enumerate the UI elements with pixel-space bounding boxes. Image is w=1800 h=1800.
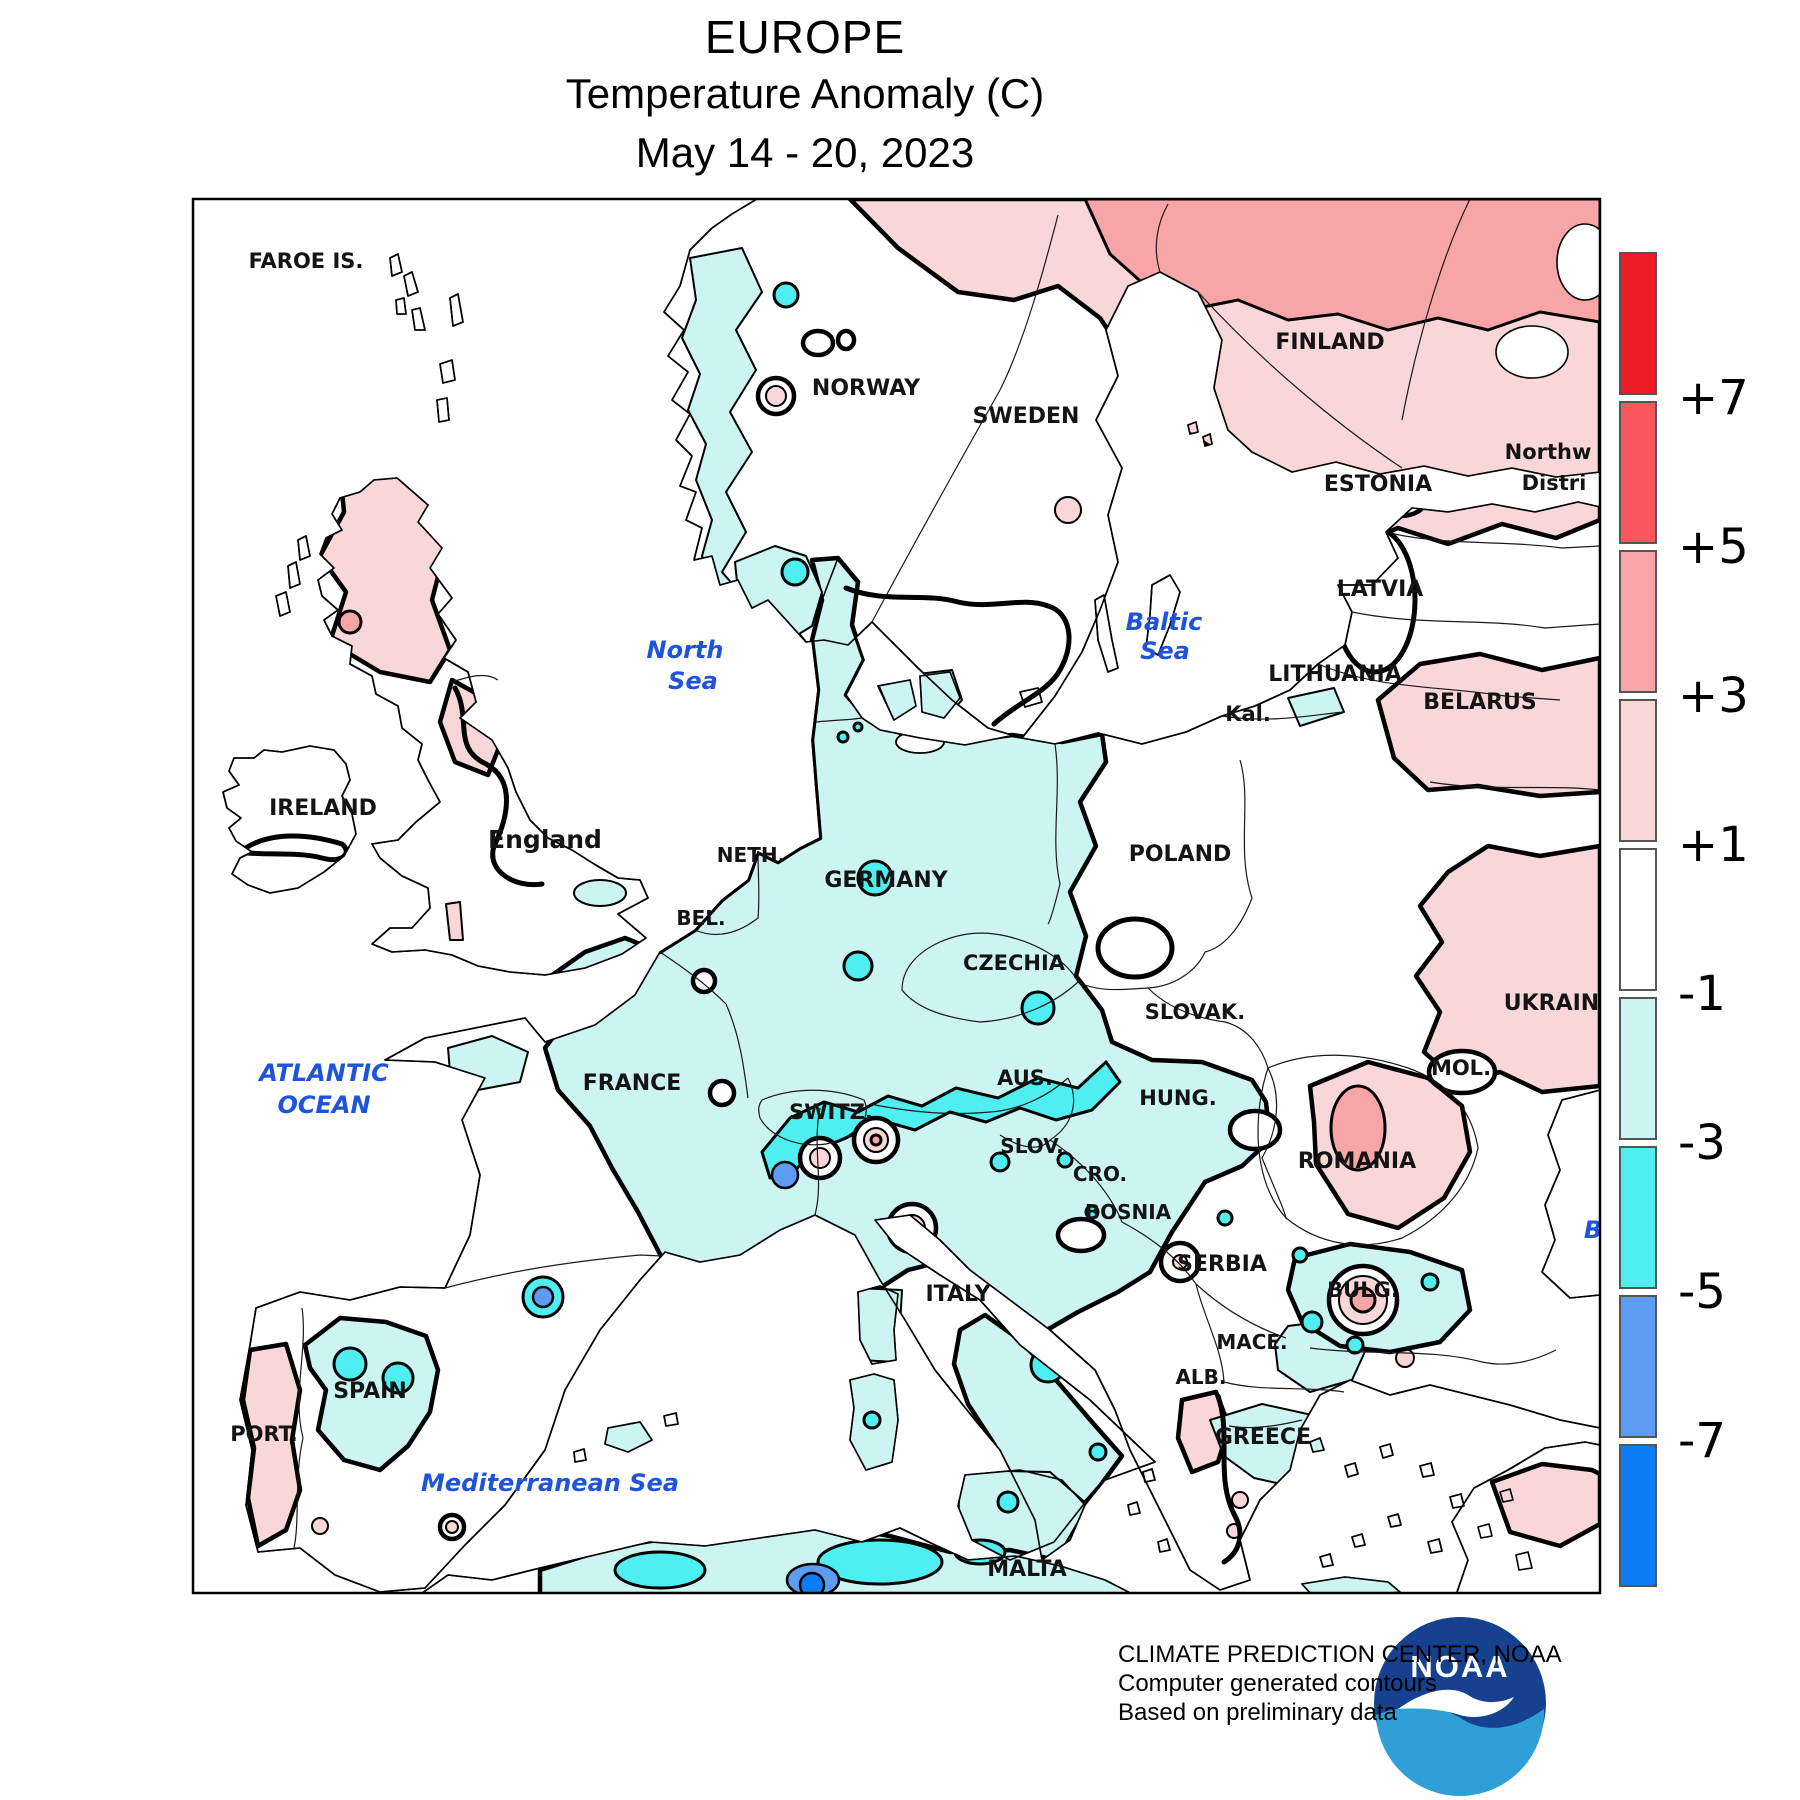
label-italy: ITALY xyxy=(925,1282,991,1307)
sea-label-ocean: OCEAN xyxy=(277,1091,370,1119)
label-bulg: BULG. xyxy=(1327,1278,1399,1302)
credits-line-2: Computer generated contours xyxy=(1118,1669,1562,1698)
label-serbia: SERBIA xyxy=(1177,1252,1267,1277)
label-poland: POLAND xyxy=(1129,842,1232,867)
label-cro: CRO. xyxy=(1073,1162,1127,1186)
legend-tick--5: -5 xyxy=(1678,1264,1798,1320)
label-latvia: LATVIA xyxy=(1337,577,1424,602)
label-port: PORT. xyxy=(230,1422,298,1446)
legend-segment-8 xyxy=(1619,1444,1657,1587)
legend-segment-3 xyxy=(1619,699,1657,842)
label-romania: ROMANIA xyxy=(1298,1149,1416,1174)
label-northw: Northw xyxy=(1505,440,1592,464)
label-slovak: SLOVAK. xyxy=(1145,1000,1245,1024)
sea-label-north: North xyxy=(647,636,724,664)
label-distri: Distri xyxy=(1522,471,1587,495)
label-lithuania: LITHUANIA xyxy=(1268,662,1401,687)
label-malta: MALTA xyxy=(987,1557,1067,1582)
label-germany: GERMANY xyxy=(824,868,948,893)
legend-tick-+3: +3 xyxy=(1678,668,1798,724)
label-alb: ALB. xyxy=(1175,1365,1226,1389)
label-aus: AUS. xyxy=(997,1066,1053,1090)
legend-tick--3: -3 xyxy=(1678,1115,1798,1171)
map-area: FAROE IS. NORWAY SWEDEN FINLAND ESTONIA North… xyxy=(223,199,1614,1598)
label-bel: BEL. xyxy=(676,906,725,930)
sea-label-sea: Sea xyxy=(668,667,718,695)
label-slov: SLOV. xyxy=(1000,1134,1063,1158)
europe-anomaly-map: FAROE IS. NORWAY SWEDEN FINLAND ESTONIA North… xyxy=(0,0,1800,1800)
label-czechia: CZECHIA xyxy=(963,951,1066,975)
label-kal: Kal. xyxy=(1225,702,1271,726)
legend-tick--1: -1 xyxy=(1678,966,1798,1022)
label-greece: GREECE xyxy=(1215,1425,1311,1450)
credits-block: CLIMATE PREDICTION CENTER, NOAA Computer… xyxy=(1118,1640,1562,1727)
land-shetland-orkney xyxy=(437,294,463,422)
label-belarus: BELARUS xyxy=(1423,690,1537,715)
sea-label-sea: Sea xyxy=(1140,637,1190,665)
label-neth: NETH. xyxy=(717,843,785,867)
label-switz: SWITZ. xyxy=(789,1100,873,1124)
label-bosnia: BOSNIA xyxy=(1085,1200,1172,1224)
sea-label-mediterranean-sea: Mediterranean Sea xyxy=(421,1469,679,1497)
label-ireland: IRELAND xyxy=(269,796,377,821)
sea-label-atlantic: ATLANTIC xyxy=(257,1059,389,1087)
label-norway: NORWAY xyxy=(812,376,921,401)
label-estonia: ESTONIA xyxy=(1324,472,1432,497)
legend-segment-6 xyxy=(1619,1146,1657,1289)
label-finland: FINLAND xyxy=(1275,330,1384,355)
credits-line-1: CLIMATE PREDICTION CENTER, NOAA xyxy=(1118,1640,1562,1669)
label-sweden: SWEDEN xyxy=(973,404,1080,429)
legend-segment-5 xyxy=(1619,997,1657,1140)
credits-line-3: Based on preliminary data xyxy=(1118,1698,1562,1727)
legend-segment-0 xyxy=(1619,252,1657,395)
legend-tick--7: -7 xyxy=(1678,1413,1798,1469)
label-mace: MACE. xyxy=(1216,1330,1287,1354)
legend-segment-2 xyxy=(1619,550,1657,693)
legend-tick-+5: +5 xyxy=(1678,519,1798,575)
label-england: England xyxy=(488,825,602,854)
label-ukraine: UKRAINE xyxy=(1504,991,1615,1016)
label-spain: SPAIN xyxy=(333,1379,407,1404)
label-mol: MOL. xyxy=(1431,1056,1491,1080)
legend-segment-7 xyxy=(1619,1295,1657,1438)
legend-tick-+1: +1 xyxy=(1678,817,1798,873)
legend-segment-1 xyxy=(1619,401,1657,544)
land-hebrides xyxy=(276,536,310,616)
sea-label-baltic: Baltic xyxy=(1126,608,1203,636)
legend-segment-4 xyxy=(1619,848,1657,991)
label-france: FRANCE xyxy=(583,1071,682,1096)
legend-tick-+7: +7 xyxy=(1678,370,1798,426)
label-hung: HUNG. xyxy=(1139,1086,1216,1110)
noaa-temperature-anomaly-map-page: EUROPE Temperature Anomaly (C) May 14 - … xyxy=(0,0,1800,1800)
label-faroe-is: FAROE IS. xyxy=(249,249,364,273)
